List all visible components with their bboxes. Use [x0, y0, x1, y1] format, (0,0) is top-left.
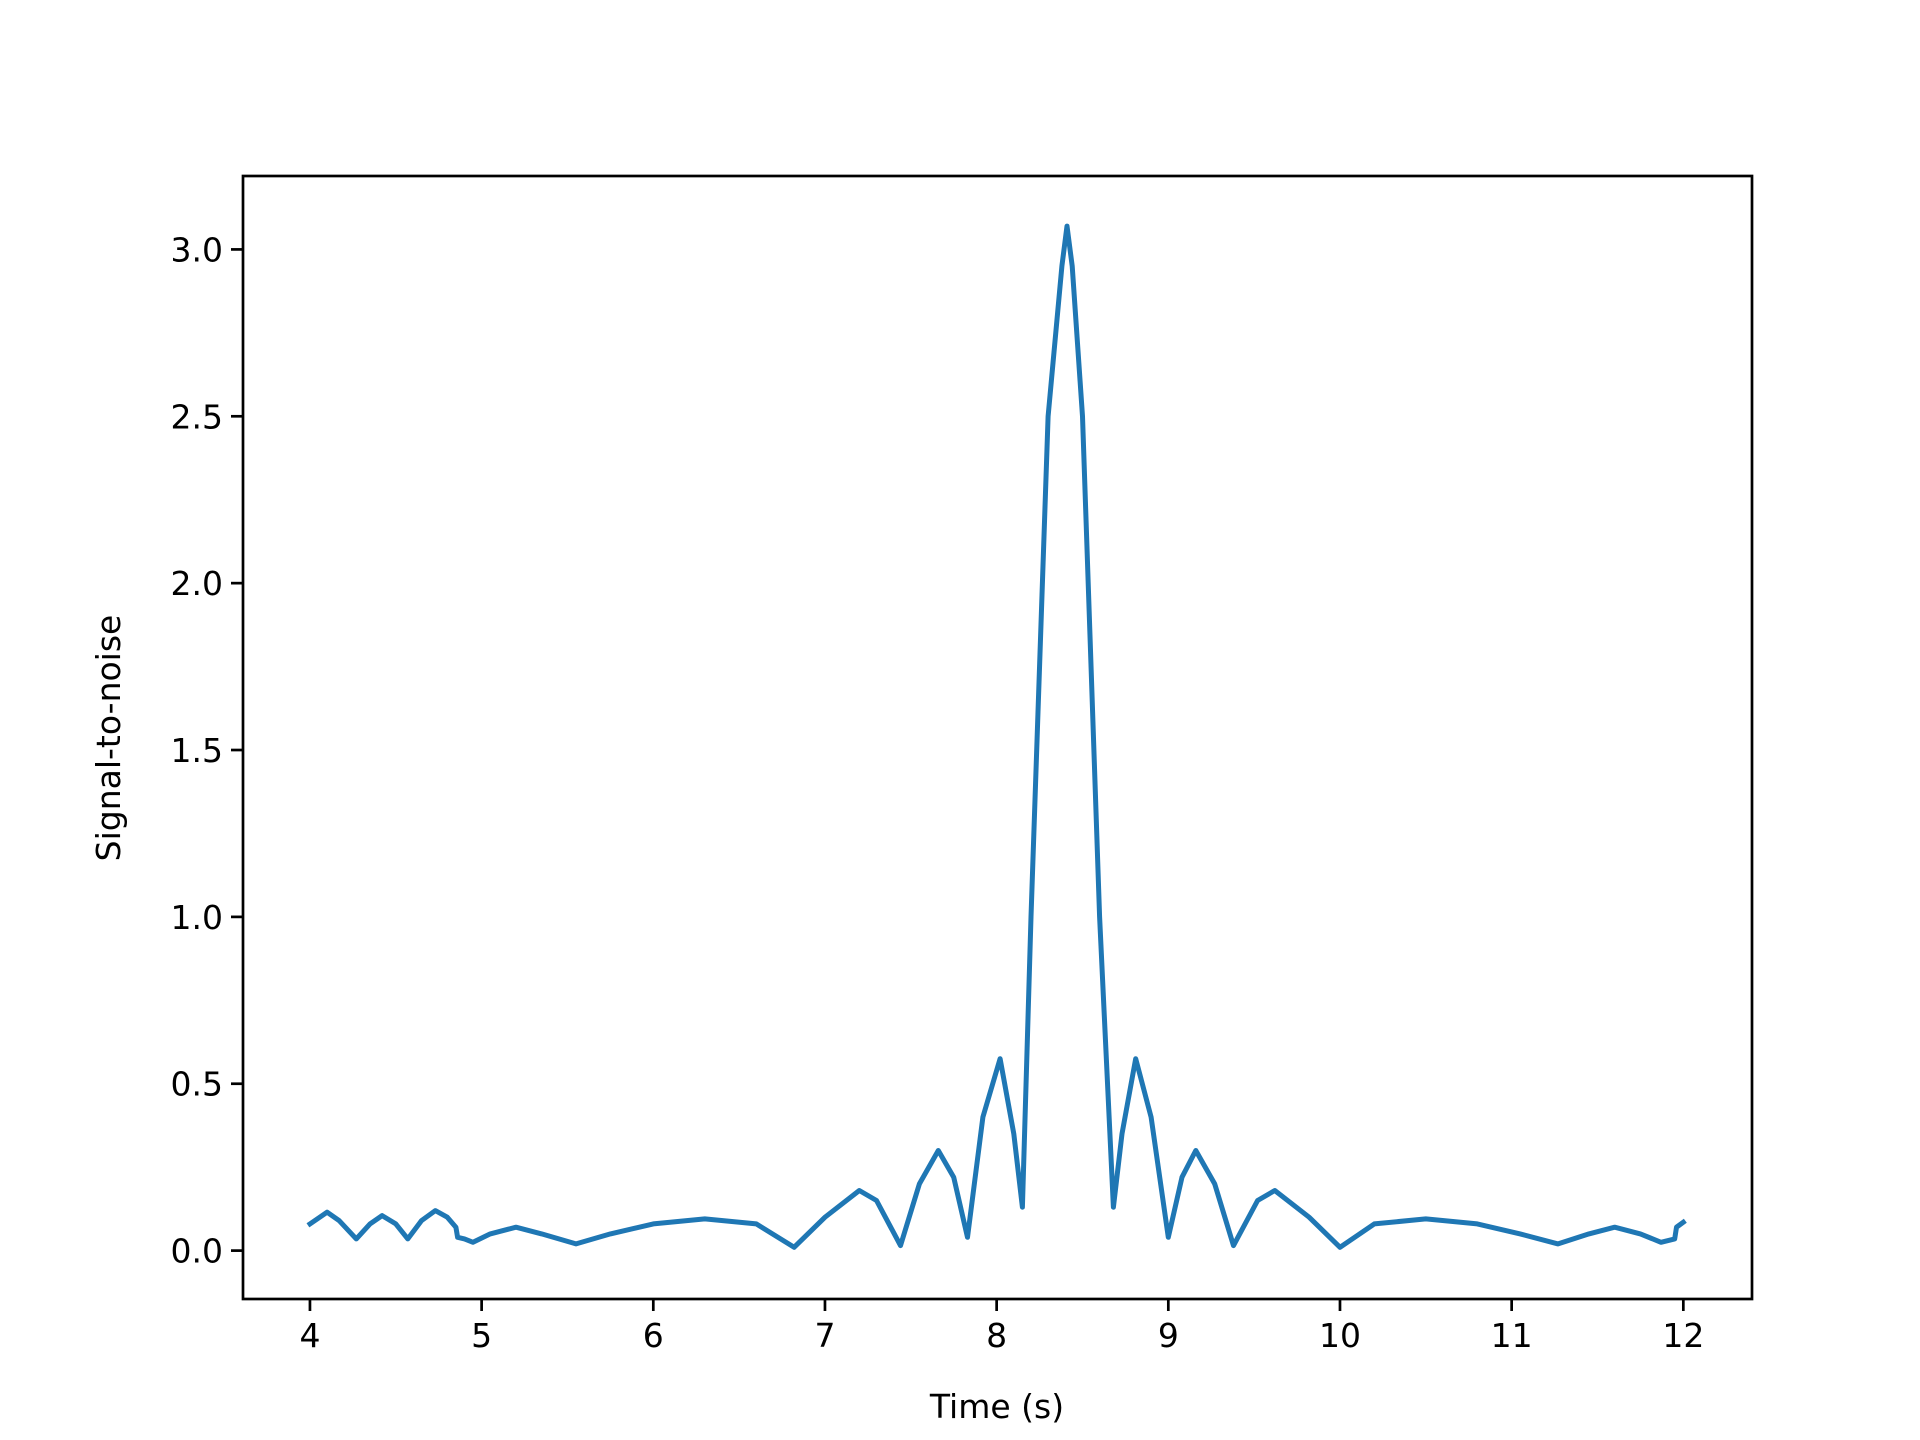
x-tick-label: 8: [986, 1316, 1007, 1355]
y-tick-label: 2.5: [171, 397, 223, 436]
y-tick-label: 2.0: [171, 564, 223, 603]
x-tick-label: 12: [1662, 1316, 1704, 1355]
x-tick-label: 10: [1319, 1316, 1361, 1355]
y-tick-label: 0.5: [171, 1065, 223, 1104]
x-tick-label: 9: [1158, 1316, 1179, 1355]
y-tick-label: 1.5: [171, 731, 223, 770]
y-tick-label: 3.0: [171, 230, 223, 269]
x-axis-label: Time (s): [929, 1387, 1064, 1426]
x-tick-label: 11: [1491, 1316, 1533, 1355]
y-tick-label: 0.0: [171, 1232, 223, 1271]
plot-frame: [241, 174, 1754, 1301]
x-tick-label: 7: [814, 1316, 835, 1355]
x-tick-label: 6: [643, 1316, 664, 1355]
data-line: [306, 223, 1687, 1250]
x-tick-label: 4: [299, 1316, 320, 1355]
y-axis-label: Signal-to-noise: [89, 615, 128, 862]
y-tick-label: 1.0: [171, 898, 223, 937]
x-tick-label: 5: [471, 1316, 492, 1355]
